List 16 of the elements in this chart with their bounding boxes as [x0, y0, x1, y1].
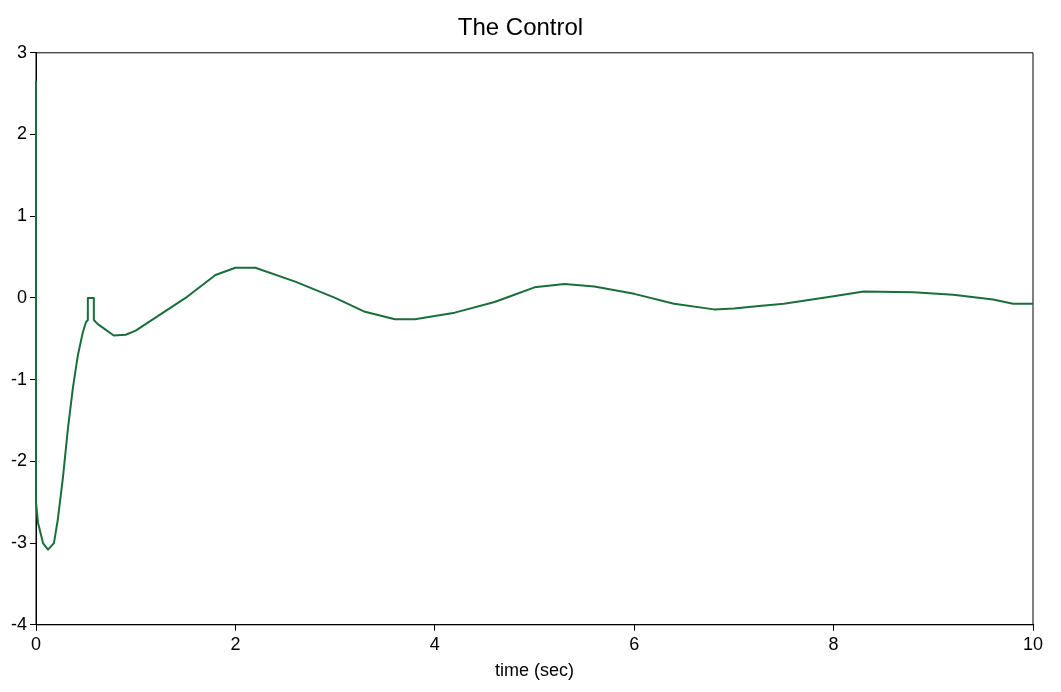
- y-tick-label: 1: [16, 205, 27, 226]
- x-tick-label: 10: [1022, 633, 1044, 654]
- x-tick-label: 8: [828, 633, 839, 654]
- y-tick-label: -4: [10, 613, 27, 634]
- x-tick-label: 6: [629, 633, 640, 654]
- chart-title: The Control: [457, 13, 584, 41]
- x-tick-label: 0: [31, 633, 42, 654]
- x-tick-label: 4: [429, 633, 440, 654]
- y-tick-label: 2: [16, 123, 27, 144]
- x-tick-label: 2: [230, 633, 241, 654]
- x-axis-title: time (sec): [494, 660, 575, 681]
- y-tick-label: -1: [10, 368, 27, 389]
- y-tick-label: 3: [16, 41, 27, 62]
- y-tick-label: -2: [10, 450, 27, 471]
- y-tick-label: 0: [16, 286, 27, 307]
- y-tick-label: -3: [10, 532, 27, 553]
